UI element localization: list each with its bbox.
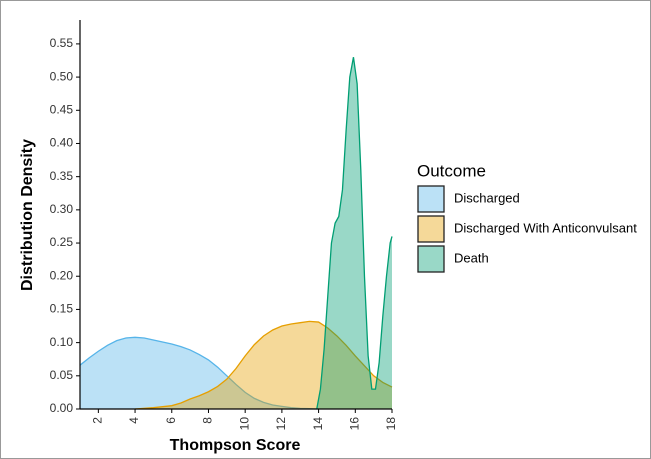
- x-tick-label: 14: [311, 417, 325, 431]
- y-tick-label: 0.35: [50, 169, 74, 183]
- legend: Discharged Discharged With Anticonvulsant…: [417, 185, 637, 273]
- density-line: [135, 320, 393, 410]
- y-tick-label: 0.30: [50, 202, 74, 216]
- y-tick-label: 0.15: [50, 302, 74, 316]
- y-tick-label: 0.50: [50, 69, 74, 83]
- legend-key: [417, 245, 445, 273]
- density-line: [79, 336, 319, 410]
- y-tick-label: 0.40: [50, 136, 74, 150]
- density-line: [316, 57, 393, 410]
- y-tick-label: 0.00: [50, 401, 74, 415]
- x-tick-label: 8: [201, 417, 215, 424]
- legend-label: Death: [454, 250, 489, 265]
- legend-key: [417, 215, 445, 243]
- x-tick-label: 6: [164, 417, 178, 424]
- legend-label: Discharged: [454, 190, 520, 205]
- y-tick-label: 0.45: [50, 102, 74, 116]
- x-tick-label: 10: [237, 417, 251, 431]
- x-tick-label: 18: [384, 417, 398, 431]
- x-tick-label: 12: [274, 417, 288, 431]
- density-area: [135, 321, 392, 409]
- y-tick-label: 0.05: [50, 368, 74, 382]
- y-tick-label: 0.55: [50, 36, 74, 50]
- x-tick-label: 16: [347, 417, 361, 431]
- density-area: [80, 337, 319, 409]
- x-tick-label: 4: [127, 417, 141, 424]
- plot-area: [79, 57, 393, 410]
- y-axis-title: Distribution Density: [19, 139, 36, 291]
- density-area: [316, 57, 392, 410]
- y-tick-label: 0.10: [50, 335, 74, 349]
- legend-key: [417, 185, 445, 213]
- x-tick-label: 2: [91, 417, 105, 424]
- legend-title: Outcome: [417, 161, 486, 180]
- x-axis-title: Thompson Score: [170, 437, 301, 454]
- y-tick-label: 0.20: [50, 268, 74, 282]
- legend-label: Discharged With Anticonvulsant: [454, 220, 637, 235]
- y-tick-label: 0.25: [50, 235, 74, 249]
